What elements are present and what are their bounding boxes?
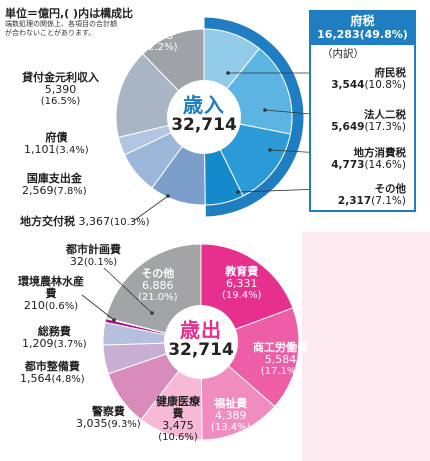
leader-kofuzei-dot	[166, 194, 170, 198]
revenue-center-label: 歳入 32,714	[164, 94, 244, 135]
tax-group-header: 府税 16,283(49.8%)	[311, 12, 414, 45]
leader-tax-other-dot	[236, 190, 240, 194]
label-name: その他	[374, 183, 407, 195]
leader-shohizei-dot	[268, 148, 272, 152]
leader-toshikeikaku	[103, 267, 153, 314]
expenditure-background-panel	[302, 232, 430, 461]
label-value: 3,544(10.8%)	[331, 79, 406, 91]
expenditure-center-disc	[164, 305, 238, 379]
label-exp-shoko: 商工労働費 5,584 (17.1%)	[253, 341, 308, 378]
label-value: 2,317(7.1%)	[337, 195, 406, 207]
label-exp-kyoiku: 教育費 6,331 (19.4%)	[222, 265, 262, 302]
rounding-note: 端数処理の関係上、各項目の合計額が合わないことがあります。	[5, 20, 117, 37]
tax-group-title: 府税	[350, 14, 375, 28]
leader-fuminzei-dot	[226, 71, 230, 75]
label-exp-kankyo: 環境農林水産費 210(0.6%)	[18, 275, 84, 313]
tax-breakdown-heading: （内訳）	[322, 48, 364, 60]
revenue-center-disc	[167, 80, 241, 154]
revenue-total: 32,714	[171, 115, 237, 135]
label-exp-toshikeikaku: 都市計画費 32(0.1%)	[66, 243, 121, 269]
leader-kankyo-dot	[112, 318, 116, 322]
label-exp-fukushi: 福祉費 4,389 (13.4%)	[211, 397, 251, 434]
revenue-tax-breakdown-box: 府税 16,283(49.8%)	[309, 10, 416, 212]
expenditure-title: 歳出	[180, 318, 222, 342]
leader-toshikeikaku-dot	[150, 311, 154, 315]
label-rev-fuminzei: 府民税 3,544(10.8%)	[320, 67, 406, 91]
label-name: 法人二税	[364, 109, 406, 121]
expenditure-total: 32,714	[168, 340, 234, 360]
label-rev-tax-other: その他 2,317(7.1%)	[320, 183, 406, 207]
label-value: 4,773(14.6%)	[331, 159, 406, 171]
revenue-title: 歳入	[183, 93, 225, 117]
label-rev-kokko: 国庫支出金 2,569(7.8%)	[22, 172, 87, 198]
tax-group-value: 16,283(49.8%)	[317, 28, 408, 41]
label-rev-other: その他 4,003 (12.2%)	[138, 17, 178, 54]
label-rev-shohizei: 地方消費税 4,773(14.6%)	[320, 147, 406, 171]
leader-kankyo	[81, 294, 115, 321]
label-name: 地方消費税	[353, 147, 407, 159]
leader-hojin-dot	[263, 108, 267, 112]
expenditure-center-label: 歳出 32,714	[161, 319, 241, 360]
label-rev-hojin: 法人二税 5,649(17.3%)	[320, 109, 406, 133]
label-rev-kofuzei: 地方交付税 3,367(10.3%)	[20, 215, 150, 229]
label-exp-kenko: 健康医療費 3,475 (10.6%)	[156, 395, 200, 444]
label-exp-keisatsu: 警察費 3,035(9.3%)	[76, 405, 141, 431]
label-exp-other: その他 6,886 (21.0%)	[138, 267, 178, 304]
label-rev-kashitsuke: 貸付金元利収入 5,390 (16.5%)	[22, 71, 99, 108]
label-rev-fusai: 府債 1,101(3.4%)	[24, 131, 89, 157]
label-name: 府民税	[374, 67, 407, 79]
leader-tax-other	[237, 188, 323, 193]
label-exp-toshiseibi: 都市整備費 1,564(4.8%)	[20, 360, 85, 386]
expenditure-slice-1	[200, 307, 300, 408]
leader-kofuzei	[131, 195, 169, 223]
label-exp-somu: 総務費 1,209(3.7%)	[22, 325, 87, 351]
unit-note: 単位＝億円,( )内は構成比	[5, 7, 134, 20]
label-value: 5,649(17.3%)	[331, 121, 406, 133]
